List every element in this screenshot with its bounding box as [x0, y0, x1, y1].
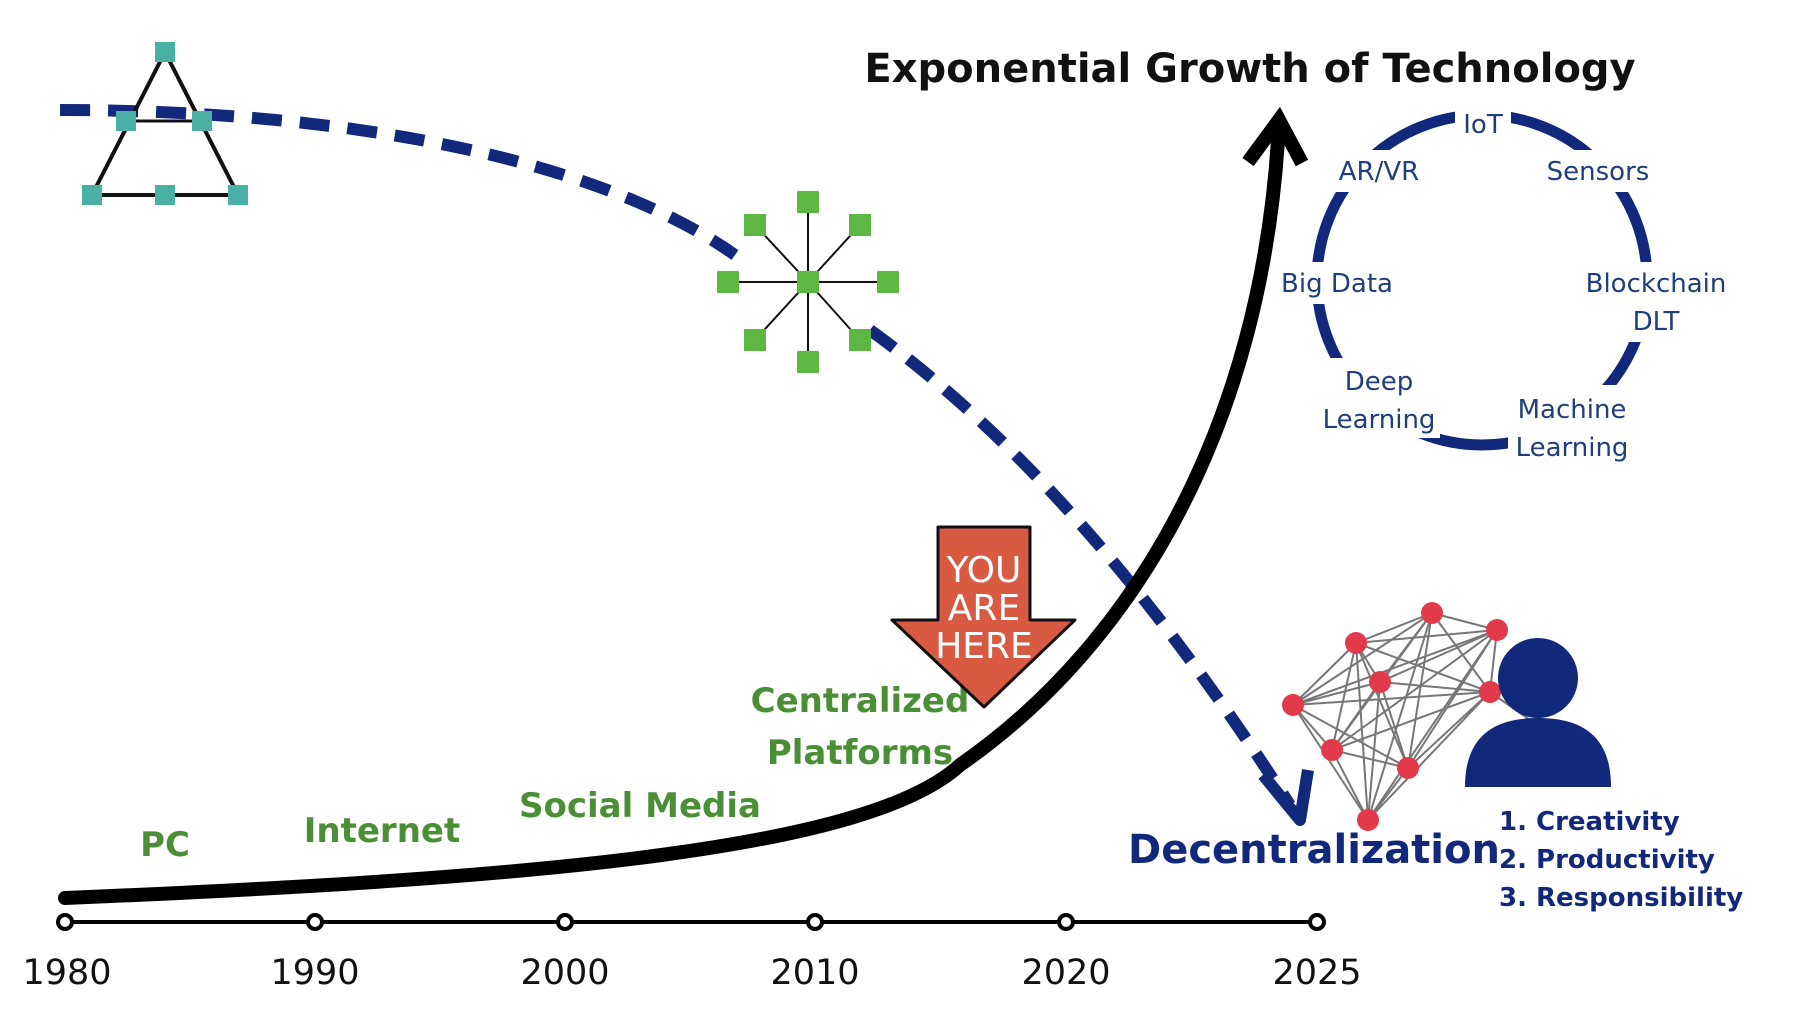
year-2020: 2020 — [1021, 953, 1110, 993]
decentralization-dashed-path — [60, 110, 1308, 820]
mesh-link — [1332, 750, 1368, 820]
tech-machine: Machine — [1518, 395, 1627, 425]
marker-line-you: YOU — [946, 550, 1022, 591]
timeline-tick-1980 — [58, 915, 72, 929]
mesh-node — [1397, 757, 1419, 779]
diagram-title: Exponential Growth of Technology — [864, 46, 1635, 92]
value-productivity: 2. Productivity — [1499, 845, 1715, 875]
triangle-node — [155, 185, 175, 205]
hub-star-network-icon — [717, 191, 899, 373]
triangle-node — [155, 42, 175, 62]
tech-deep: Deep — [1345, 367, 1414, 397]
marker-line-are: ARE — [948, 588, 1020, 629]
year-1980: 1980 — [22, 953, 111, 993]
era-internet: Internet — [304, 811, 460, 851]
mesh-node — [1479, 681, 1501, 703]
tech-ar-vr: AR/VR — [1339, 157, 1419, 187]
era-social-media: Social Media — [519, 786, 761, 826]
timeline-tick-2020 — [1059, 915, 1073, 929]
year-2025: 2025 — [1272, 953, 1361, 993]
tech-dlt: DLT — [1633, 307, 1680, 337]
marker-line-here: HERE — [935, 626, 1033, 667]
timeline-tick-2025 — [1310, 915, 1324, 929]
technology-evolution-diagram: Exponential Growth of Technology — [0, 0, 1800, 1013]
hub-node — [797, 351, 819, 373]
mesh-node — [1421, 602, 1443, 624]
person-icon — [1465, 638, 1611, 787]
timeline-tick-2000 — [558, 915, 572, 929]
triangle-node — [228, 185, 248, 205]
tech-big-data: Big Data — [1281, 269, 1393, 299]
dashed-arrowhead — [1263, 770, 1308, 820]
hub-node — [717, 271, 739, 293]
full-mesh-network-icon — [1282, 602, 1530, 831]
hub-node — [877, 271, 899, 293]
technology-cycle-ring: IoT Sensors Blockchain DLT Machine Learn… — [1280, 100, 1735, 465]
mesh-node — [1282, 694, 1304, 716]
hub-node — [744, 329, 766, 351]
hub-center-node — [797, 271, 819, 293]
mesh-node — [1321, 739, 1343, 761]
value-creativity: 1. Creativity — [1499, 807, 1680, 837]
era-centralized: Centralized — [751, 681, 970, 721]
triangle-node — [192, 111, 212, 131]
hub-node — [849, 214, 871, 236]
year-2010: 2010 — [770, 953, 859, 993]
hub-node — [797, 191, 819, 213]
hub-node — [744, 214, 766, 236]
tech-iot: IoT — [1463, 110, 1503, 140]
era-pc: PC — [140, 825, 190, 865]
year-1990: 1990 — [270, 953, 359, 993]
hub-node — [849, 329, 871, 351]
timeline-tick-2010 — [808, 915, 822, 929]
era-platforms: Platforms — [767, 733, 953, 773]
tech-blockchain: Blockchain — [1586, 269, 1727, 299]
mesh-node — [1486, 619, 1508, 641]
value-responsibility: 3. Responsibility — [1499, 883, 1743, 913]
tech-deep-learning: Learning — [1323, 405, 1436, 435]
triangle-node — [82, 185, 102, 205]
triangle-node — [116, 111, 136, 131]
you-are-here-arrow-icon: YOU ARE HERE — [892, 527, 1075, 707]
mesh-node — [1369, 671, 1391, 693]
exponential-growth-curve — [65, 120, 1302, 898]
mesh-node — [1345, 632, 1367, 654]
mesh-link — [1332, 750, 1408, 768]
tech-machine-learning: Learning — [1516, 433, 1629, 463]
timeline-axis: 1980 1990 2000 2010 2020 2025 — [22, 915, 1361, 993]
mesh-triangle-network-icon — [82, 42, 248, 205]
timeline-tick-1990 — [308, 915, 322, 929]
year-2000: 2000 — [520, 953, 609, 993]
tech-sensors: Sensors — [1547, 157, 1650, 187]
decentralization-label: Decentralization — [1128, 827, 1500, 873]
